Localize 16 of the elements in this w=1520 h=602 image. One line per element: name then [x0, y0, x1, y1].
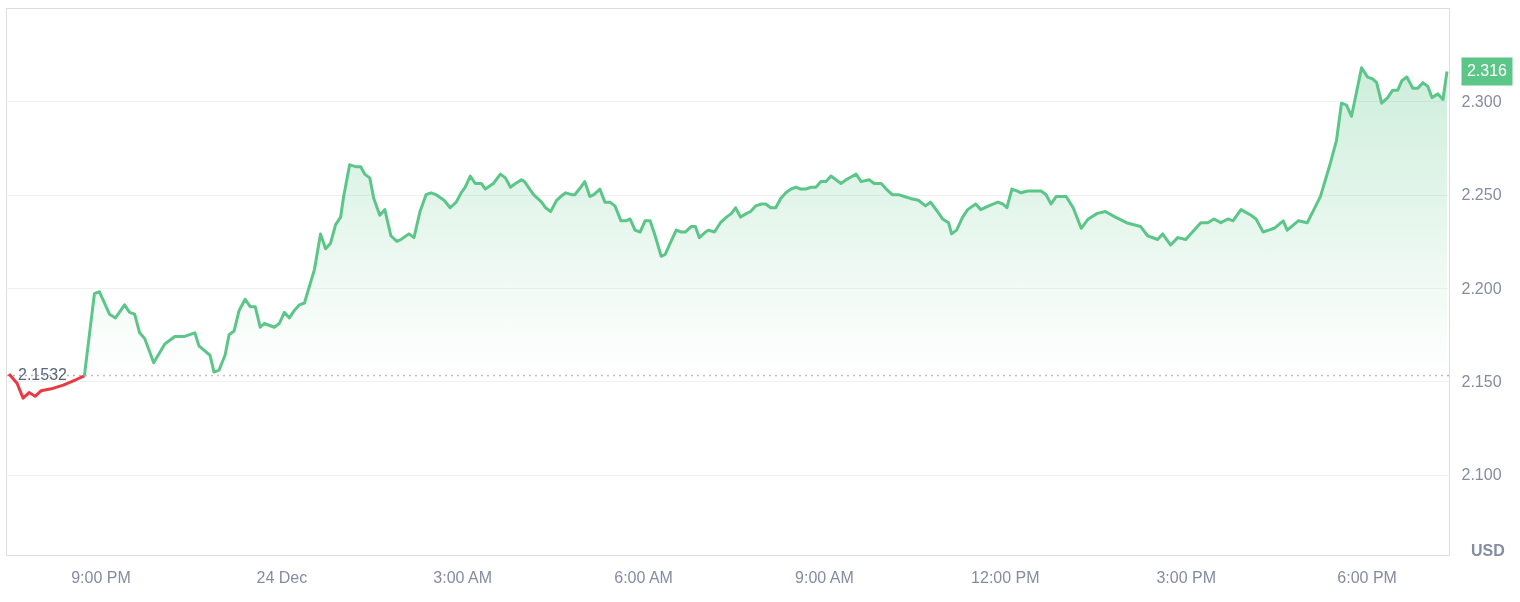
ref-line-label: 2.1532	[18, 366, 68, 384]
x-tick-label: 12:00 PM	[971, 568, 1040, 586]
y-tick-label: 2.300	[1461, 92, 1502, 110]
y-axis-title: USD	[1471, 542, 1505, 559]
y-tick-label: 2.250	[1461, 186, 1502, 204]
x-tick-label: 9:00 PM	[71, 568, 131, 586]
x-tick-label: 9:00 AM	[795, 568, 854, 586]
y-tick-label: 2.200	[1461, 279, 1502, 297]
x-tick-label: 24 Dec	[256, 568, 308, 586]
x-tick-label: 6:00 AM	[614, 568, 673, 586]
x-tick-label: 3:00 PM	[1156, 568, 1217, 586]
annotation: 2.316	[1466, 62, 1508, 80]
y-tick-label: 2.150	[1461, 372, 1502, 390]
x-tick-label: 3:00 AM	[433, 568, 493, 586]
y-tick-label: 2.100	[1461, 466, 1502, 484]
x-tick-label: 6:00 PM	[1337, 568, 1397, 586]
